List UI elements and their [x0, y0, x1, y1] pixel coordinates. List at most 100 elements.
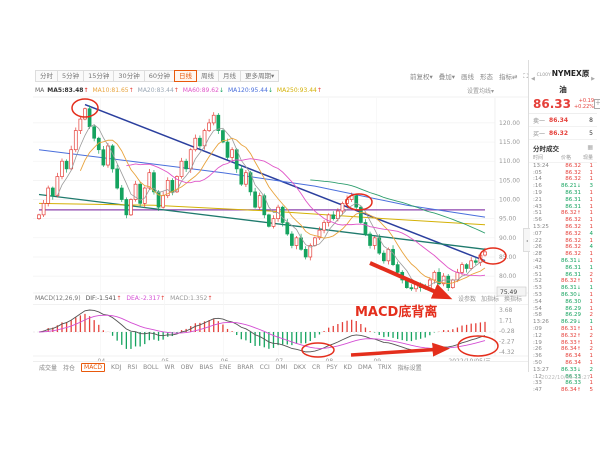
tick-row[interactable]: :19 86.31 1 — [529, 190, 597, 197]
indicator-value: MACD(12,26,9) — [35, 295, 81, 302]
tick-row[interactable]: :43 86.31 1 — [529, 264, 597, 271]
candle-body — [225, 141, 230, 158]
macd-axis-label: -0.28 — [499, 328, 515, 335]
period-tab[interactable]: 60分钟 — [143, 70, 175, 82]
add-watchlist-button[interactable]: ＋ — [594, 99, 600, 109]
indicator-tab[interactable]: CR — [312, 364, 321, 371]
tick-time: :47 — [533, 387, 542, 394]
tick-row[interactable]: :54 86.29 1 — [529, 305, 597, 312]
tick-row[interactable]: :21 86.31 1 — [529, 196, 597, 203]
period-tab[interactable]: 更多周期▾ — [239, 70, 280, 82]
chart-tool[interactable]: 叠加▾ — [438, 73, 455, 81]
tick-row[interactable]: :36 86.34 1 — [529, 353, 597, 360]
tick-row[interactable]: :19 86.33↑ 1 — [529, 339, 597, 346]
indicator-tab[interactable]: 指标设置 — [397, 365, 422, 372]
indicator-tab[interactable]: ENE — [219, 364, 232, 371]
chart-tool[interactable]: 指标⇄ — [498, 73, 518, 81]
indicator-tab[interactable]: PSY — [326, 364, 338, 371]
tick-row[interactable]: :52 86.32↑ 1 — [529, 278, 597, 285]
tick-row[interactable]: :51 86.31 2 — [529, 271, 597, 278]
tick-row[interactable]: :47 86.34↑ 5 — [529, 387, 597, 394]
indicator-link[interactable]: 换指标 — [503, 296, 522, 303]
candle-body — [271, 218, 276, 227]
tick-row[interactable]: :12 86.32↑ 2 — [529, 332, 597, 339]
ticks-title: 分时成交 — [533, 144, 559, 153]
tick-row[interactable]: 13:27 86.33↓ 2 — [529, 366, 597, 373]
indicator-tab[interactable]: DMI — [275, 364, 288, 371]
period-tab[interactable]: 15分钟 — [83, 70, 115, 82]
period-toolbar: 分时 5分钟 15分钟 30分钟 60分钟 日线 周线 月线 更多周期▾ 前复权▾ 叠加▾ 画线 形态… — [35, 69, 528, 83]
candle-body — [92, 126, 97, 139]
chart-tool[interactable]: ⛶ — [523, 71, 528, 80]
col-volume: 现量 — [582, 154, 593, 161]
indicator-link[interactable]: 加指标 — [480, 296, 499, 303]
trading-app-window: 120.00 115.00 110.00 105.00 100.00 95.00 90.00… — [33, 60, 600, 393]
tick-row[interactable]: :05 86.32 1 — [529, 169, 597, 176]
tick-row[interactable]: :54 86.30 1 — [529, 298, 597, 305]
tick-price: 86.34 — [565, 360, 581, 366]
tick-row[interactable]: :09 86.31↑ 1 — [529, 326, 597, 333]
tick-row[interactable]: :53 86.31↓ 1 — [529, 285, 597, 292]
indicator-tab[interactable]: KD — [343, 364, 353, 371]
tick-row[interactable]: :26 86.34↑ 2 — [529, 346, 597, 353]
period-tab[interactable]: 日线 — [173, 70, 197, 82]
indicator-tab[interactable]: WR — [164, 364, 175, 371]
tick-row[interactable]: :07 86.32 4 — [529, 230, 597, 237]
period-tab[interactable]: 30分钟 — [113, 70, 145, 82]
candle-body — [257, 195, 262, 208]
tick-row[interactable]: :50 86.34 1 — [529, 360, 597, 367]
chart-tool[interactable]: 形态 — [479, 73, 493, 81]
candle-body — [345, 199, 349, 204]
tick-row[interactable]: :22 86.32 1 — [529, 237, 597, 244]
chart-tool[interactable]: 画线 — [460, 73, 474, 81]
ma-settings-dropdown[interactable]: 设置均线▾ — [466, 88, 494, 95]
indicator-tab[interactable]: KDJ — [111, 364, 122, 371]
indicator-link[interactable]: 设参数 — [457, 296, 476, 303]
tick-row[interactable]: 13:26 86.29↓ 1 — [529, 319, 597, 326]
candle-body — [368, 233, 372, 246]
tick-price: 86.31 — [565, 190, 581, 197]
period-tab[interactable]: 周线 — [195, 70, 219, 82]
panel-collapse-handle[interactable]: ◂ — [523, 228, 530, 252]
ticks-section-header: 分时成交 ▦ — [529, 140, 597, 154]
tick-row[interactable]: :28 86.32 1 — [529, 251, 597, 258]
indicator-tab-bar: 成交量 持仓 MACD KDJ RSI BOLL WR OBV BIAS ENE BRAR CCI DM… — [33, 361, 528, 373]
indicator-tab[interactable]: BIAS — [199, 364, 214, 371]
tick-row[interactable]: :14 86.32 1 — [529, 176, 597, 183]
indicator-tab[interactable]: TRIX — [377, 364, 392, 371]
period-tab[interactable]: 月线 — [217, 70, 241, 82]
indicator-tab[interactable]: BRAR — [237, 364, 254, 371]
tick-row[interactable]: :53 86.30↓ 1 — [529, 292, 597, 299]
candle-body — [267, 214, 271, 227]
tick-row[interactable]: 13:25 86.32 1 — [529, 224, 597, 231]
indicator-tab[interactable]: CCI — [259, 364, 270, 371]
indicator-tab[interactable]: BOLL — [143, 364, 159, 371]
tick-row[interactable]: 13:24 86.32 1 — [529, 163, 597, 170]
indicator-tab[interactable]: 持仓 — [63, 365, 76, 372]
tick-row[interactable]: :16 86.21↓ 3 — [529, 183, 597, 190]
tick-row[interactable]: :56 86.32 1 — [529, 217, 597, 224]
tick-row[interactable]: :26 86.32 4 — [529, 244, 597, 251]
tick-row[interactable]: :33 86.33 1 — [529, 380, 597, 387]
ma-values: MA5:83.48↑ MA10:81.65↑ MA20:83.44↑ MA60:89.… — [47, 87, 326, 94]
tick-row[interactable]: :42 86.31↓ 1 — [529, 258, 597, 265]
grid-view-icon[interactable]: ▦ — [587, 144, 593, 151]
indicator-tab[interactable]: DMA — [358, 364, 372, 371]
prev-symbol-arrow-icon[interactable]: ◀ — [531, 76, 535, 82]
indicator-tab[interactable]: DKX — [293, 364, 307, 371]
indicator-tab[interactable]: MACD — [81, 363, 106, 372]
indicator-tab[interactable]: RSI — [127, 364, 138, 371]
chart-tool[interactable]: 前复权▾ — [409, 73, 433, 81]
candle-body — [381, 252, 386, 262]
period-tab[interactable]: 5分钟 — [57, 70, 85, 82]
tick-row[interactable]: :12 86.33 1 — [529, 373, 597, 380]
indicator-tab[interactable]: 成交量 — [39, 365, 58, 372]
next-symbol-arrow-icon[interactable]: ▶ — [591, 76, 595, 82]
candlestick-chart[interactable]: 120.00 115.00 110.00 105.00 100.00 95.00 90.00… — [33, 60, 528, 372]
tick-row[interactable]: :58 86.29 2 — [529, 312, 597, 319]
tick-row[interactable]: :43 86.31 1 — [529, 203, 597, 210]
tick-qty: 1 — [589, 264, 594, 271]
indicator-tab[interactable]: OBV — [180, 364, 194, 371]
period-tab[interactable]: 分时 — [35, 70, 58, 82]
tick-row[interactable]: :51 86.32↑ 1 — [529, 210, 597, 217]
